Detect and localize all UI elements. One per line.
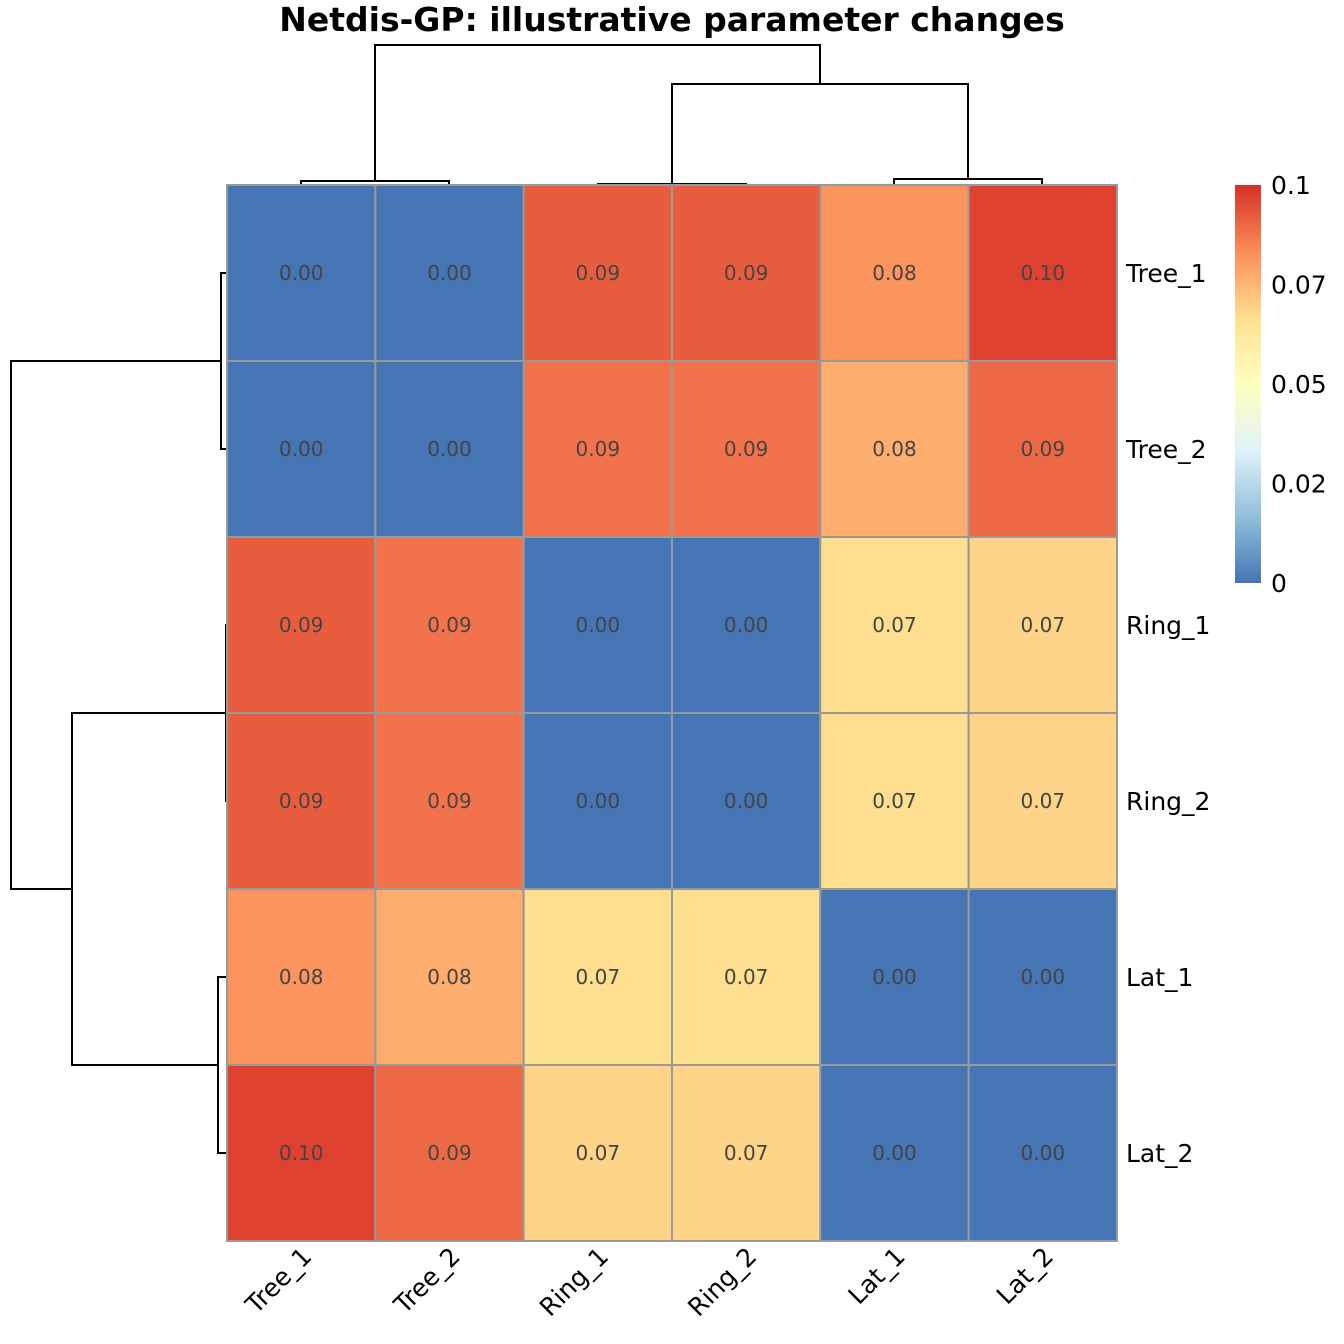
column-label: Ring_1 (534, 1242, 614, 1322)
heatmap-cell (374, 888, 525, 1066)
cell-value-label: 0.00 (427, 437, 472, 461)
heatmap-cells: 0.00 0.00 0.09 0.09 0.08 0.10 0.00 0.00 0.09 0.09… (226, 184, 1118, 1242)
heatmap-cell (374, 536, 525, 714)
cell-value-label: 0.00 (279, 261, 324, 285)
cell-value-label: 0.08 (872, 437, 917, 461)
heatmap-cell (967, 1064, 1118, 1242)
row-dendrogram (10, 272, 227, 1154)
cell-value-label: 0.09 (279, 789, 324, 813)
cell-value-label: 0.00 (576, 613, 621, 637)
heatmap-cell (374, 712, 525, 890)
heatmap-cell (819, 536, 970, 714)
row-dendro-link-ring-lat (71, 712, 226, 1066)
cell-value-label: 0.08 (872, 261, 917, 285)
cell-value-label: 0.00 (576, 789, 621, 813)
legend-tick-label: 0.05 (1271, 370, 1327, 399)
cell-value-label: 0.09 (427, 789, 472, 813)
legend-tick-label: 0.1 (1271, 171, 1311, 200)
cell-value-label: 0.00 (872, 965, 917, 989)
heatmap-cell (670, 360, 822, 538)
cell-value-label: 0.09 (576, 437, 621, 461)
heatmap-cell (967, 360, 1118, 538)
row-labels: Tree_1 Tree_2 Ring_1 Ring_2 Lat_1 Lat_2 (1125, 259, 1210, 1168)
heatmap-cell (967, 712, 1118, 890)
cell-value-label: 0.00 (427, 261, 472, 285)
heatmap-cell (819, 888, 970, 1066)
cell-value-label: 0.07 (1021, 789, 1066, 813)
heatmap-cell (670, 184, 822, 362)
column-dendrogram (300, 44, 1043, 185)
cell-value-label: 0.00 (279, 437, 324, 461)
col-dendro-link-ring-lat (671, 83, 969, 184)
legend-tick-label: 0 (1271, 569, 1287, 598)
heatmap-cell (522, 888, 673, 1066)
heatmap-cell (226, 888, 377, 1066)
color-legend-ticks: 0.1 0.07 0.05 0.02 0 (1271, 171, 1327, 598)
column-label: Tree_2 (388, 1242, 466, 1320)
row-label: Tree_2 (1125, 435, 1207, 464)
cell-value-label: 0.00 (1021, 965, 1066, 989)
heatmap-cell (226, 536, 377, 714)
heatmap-cell (226, 184, 377, 362)
cell-value-label: 0.00 (1021, 1141, 1066, 1165)
heatmap-cell (967, 536, 1118, 714)
legend-tick-label: 0.07 (1271, 271, 1327, 300)
cell-value-label: 0.09 (279, 613, 324, 637)
cell-value-label: 0.09 (427, 1141, 472, 1165)
col-dendro-link-root (374, 44, 821, 181)
row-label: Lat_2 (1126, 1139, 1193, 1168)
heatmap-cell (967, 184, 1118, 362)
cell-value-label: 0.07 (576, 1141, 621, 1165)
cell-value-label: 0.07 (872, 613, 917, 637)
cell-value-label: 0.07 (724, 1141, 769, 1165)
row-label: Ring_1 (1126, 611, 1210, 640)
cell-value-label: 0.00 (872, 1141, 917, 1165)
row-label: Tree_1 (1125, 259, 1207, 288)
row-label: Lat_1 (1126, 963, 1193, 992)
row-label: Ring_2 (1126, 787, 1210, 816)
cell-value-label: 0.08 (427, 965, 472, 989)
heatmap-cell (819, 184, 970, 362)
cell-value-label: 0.10 (1021, 261, 1066, 285)
column-label: Tree_1 (239, 1242, 317, 1320)
heatmap-cell (670, 536, 822, 714)
chart-title: Netdis-GP: illustrative parameter change… (279, 0, 1064, 39)
heatmap-cell (670, 1064, 822, 1242)
legend-tick-label: 0.02 (1271, 470, 1327, 499)
cell-value-label: 0.00 (724, 789, 769, 813)
cell-value-label: 0.07 (724, 965, 769, 989)
heatmap-cell (226, 360, 377, 538)
cell-value-label: 0.10 (279, 1141, 324, 1165)
column-label: Ring_2 (682, 1242, 762, 1322)
cell-value-label: 0.09 (576, 261, 621, 285)
color-legend-bar (1235, 185, 1261, 583)
heatmap-cell (670, 888, 822, 1066)
heatmap-cell (967, 888, 1118, 1066)
row-dendro-link-lat (217, 976, 227, 1154)
cell-value-label: 0.09 (427, 613, 472, 637)
cell-value-label: 0.09 (724, 437, 769, 461)
heatmap-cell (522, 184, 673, 362)
cell-value-label: 0.07 (576, 965, 621, 989)
heatmap-cell (522, 712, 673, 890)
column-labels: Tree_1 Tree_2 Ring_1 Ring_2 Lat_1 Lat_2 (239, 1242, 1059, 1322)
heatmap-cell (522, 536, 673, 714)
heatmap-cell (522, 360, 673, 538)
heatmap-cell (819, 360, 970, 538)
cell-value-label: 0.09 (1021, 437, 1066, 461)
heatmap-cell (226, 712, 377, 890)
row-dendro-link-root (10, 360, 221, 890)
cell-value-label: 0.07 (1021, 613, 1066, 637)
heatmap-cell (670, 712, 822, 890)
heatmap-cell (374, 1064, 525, 1242)
heatmap-cell (819, 1064, 970, 1242)
column-label: Lat_2 (991, 1242, 1059, 1310)
cell-value-label: 0.08 (279, 965, 324, 989)
color-legend: 0.1 0.07 0.05 0.02 0 (1235, 171, 1327, 598)
cell-value-label: 0.07 (872, 789, 917, 813)
column-label: Lat_1 (843, 1242, 911, 1310)
cell-value-label: 0.09 (724, 261, 769, 285)
cell-value-label: 0.00 (724, 613, 769, 637)
